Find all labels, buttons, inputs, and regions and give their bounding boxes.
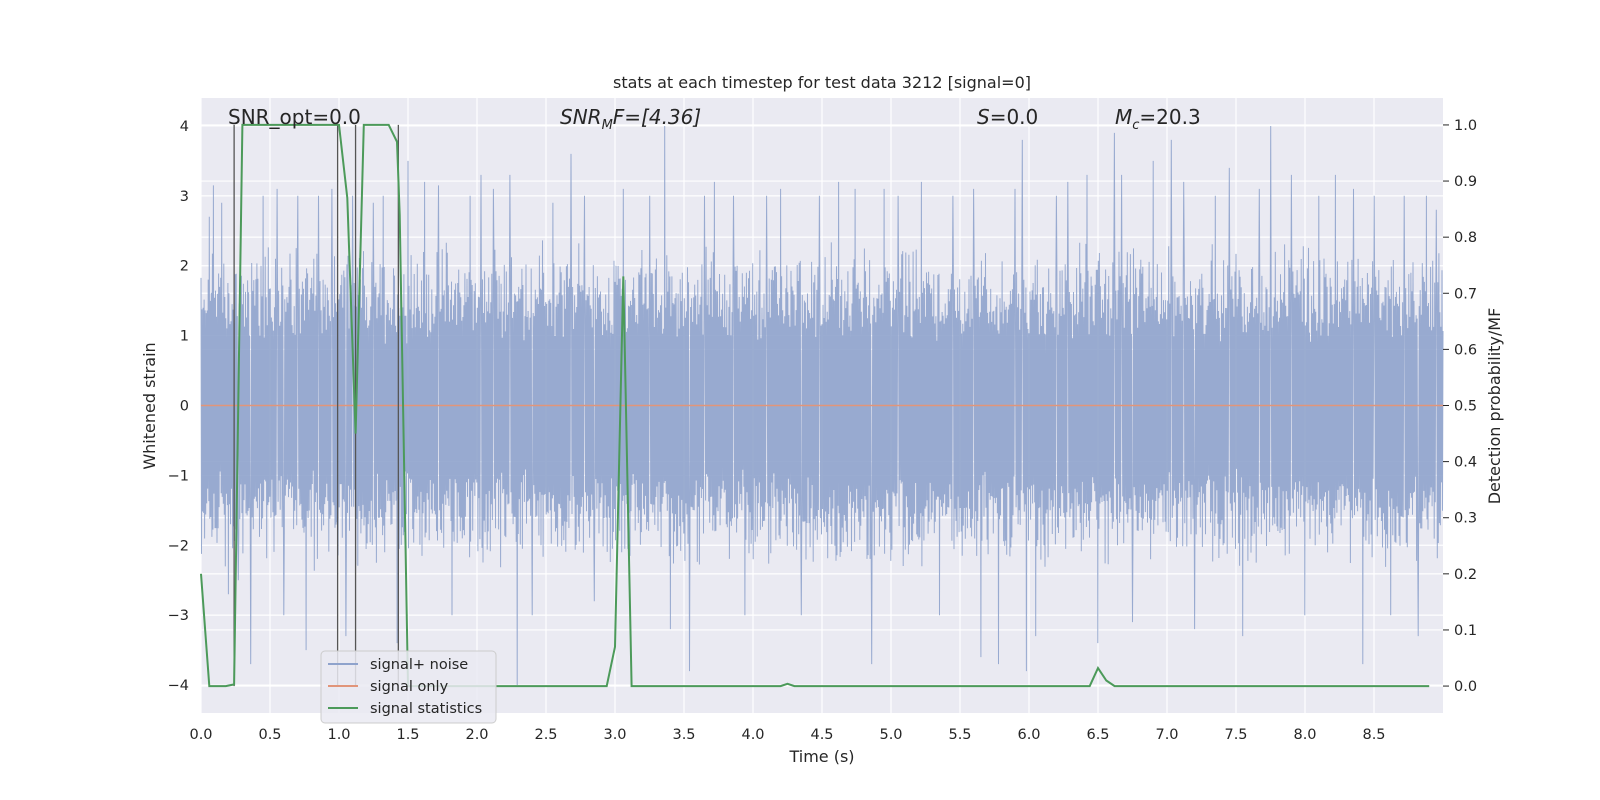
annotation-s: S=0.0	[977, 105, 1038, 129]
annotation-snr-mf-sub: M	[602, 118, 613, 133]
y2-tick-label: 0.4	[1454, 455, 1477, 471]
y2-axis-ticks: 0.0 0.1 0.2 0.3 0.4 0.5 0.6 0.7 0.8 0.9 1.0	[1443, 118, 1477, 695]
legend: signal+ noise signal only signal statist…	[320, 650, 497, 724]
x-tick-label: 3.0	[603, 727, 626, 743]
x-tick-label: 6.5	[1086, 727, 1109, 743]
y2-tick-label: 0.7	[1454, 286, 1477, 302]
y2-tick-label: 0.8	[1454, 230, 1477, 246]
x-tick-label: 0.0	[189, 727, 212, 743]
annotation-mc-rest: =20.3	[1139, 105, 1200, 129]
x-axis-label: Time (s)	[788, 747, 854, 766]
y-tick-label: 4	[180, 119, 189, 135]
y-tick-label: −2	[168, 538, 189, 554]
legend-label-stats: signal statistics	[370, 701, 482, 717]
legend-box	[320, 650, 497, 724]
x-tick-label: 0.5	[258, 727, 281, 743]
y-tick-label: 3	[180, 189, 189, 205]
x-tick-label: 2.5	[534, 727, 557, 743]
annotation-mc: Mc=20.3	[1115, 105, 1201, 133]
legend-label-signal: signal only	[370, 679, 449, 695]
y2-tick-label: 0.5	[1454, 399, 1477, 415]
x-tick-label: 4.0	[741, 727, 764, 743]
y2-tick-label: 0.9	[1454, 174, 1477, 190]
annotation-mc-base: M	[1115, 105, 1132, 129]
annotation-mc-sub: c	[1132, 118, 1139, 133]
y-tick-label: 1	[180, 329, 189, 345]
x-tick-label: 1.5	[396, 727, 419, 743]
y-axis-ticks: −4 −3 −2 −1 0 1 2 3 4	[168, 119, 189, 694]
y-tick-label: −3	[168, 608, 189, 624]
x-tick-label: 8.5	[1362, 727, 1385, 743]
x-tick-label: 8.0	[1293, 727, 1316, 743]
x-tick-label: 5.5	[948, 727, 971, 743]
annotation-snr-opt: SNR_opt=0.0	[228, 105, 361, 129]
annotation-snr-mf: SNRMF=[4.36]	[560, 105, 701, 133]
y2-axis-label: Detection probability/MF	[1485, 308, 1504, 505]
x-tick-label: 3.5	[672, 727, 695, 743]
signal-noise-line	[200, 125, 1444, 686]
x-tick-label: 1.0	[327, 727, 350, 743]
y-tick-label: 0	[180, 399, 189, 415]
x-tick-label: 5.0	[879, 727, 902, 743]
x-tick-label: 6.0	[1017, 727, 1040, 743]
x-axis-ticks: 0.0 0.5 1.0 1.5 2.0 2.5 3.0 3.5 4.0 4.5 5.0 5.5 6.0 6…	[189, 727, 1385, 743]
x-tick-label: 4.5	[810, 727, 833, 743]
x-tick-label: 7.5	[1224, 727, 1247, 743]
chart-title: stats at each timestep for test data 321…	[613, 73, 1031, 92]
y2-tick-label: 0.0	[1454, 679, 1477, 695]
y2-tick-label: 1.0	[1454, 118, 1477, 134]
x-tick-label: 7.0	[1155, 727, 1178, 743]
y2-tick-label: 0.6	[1454, 342, 1477, 358]
annotation-snr-mf-rest: F=[4.36]	[613, 105, 701, 129]
x-tick-label: 2.0	[465, 727, 488, 743]
y-axis-label: Whitened strain	[140, 342, 159, 469]
y-tick-label: −1	[168, 468, 189, 484]
y-tick-label: −4	[168, 678, 189, 694]
y2-tick-label: 0.1	[1454, 623, 1477, 639]
annotation-s-rest: =0.0	[990, 105, 1039, 129]
y2-tick-label: 0.3	[1454, 511, 1477, 527]
signal-noise-series	[200, 125, 1444, 686]
y2-tick-label: 0.2	[1454, 567, 1477, 583]
y-tick-label: 2	[180, 259, 189, 275]
annotation-s-var: S	[977, 105, 990, 129]
legend-label-noise: signal+ noise	[370, 657, 468, 673]
annotation-snr-mf-base: SNR	[560, 105, 602, 129]
